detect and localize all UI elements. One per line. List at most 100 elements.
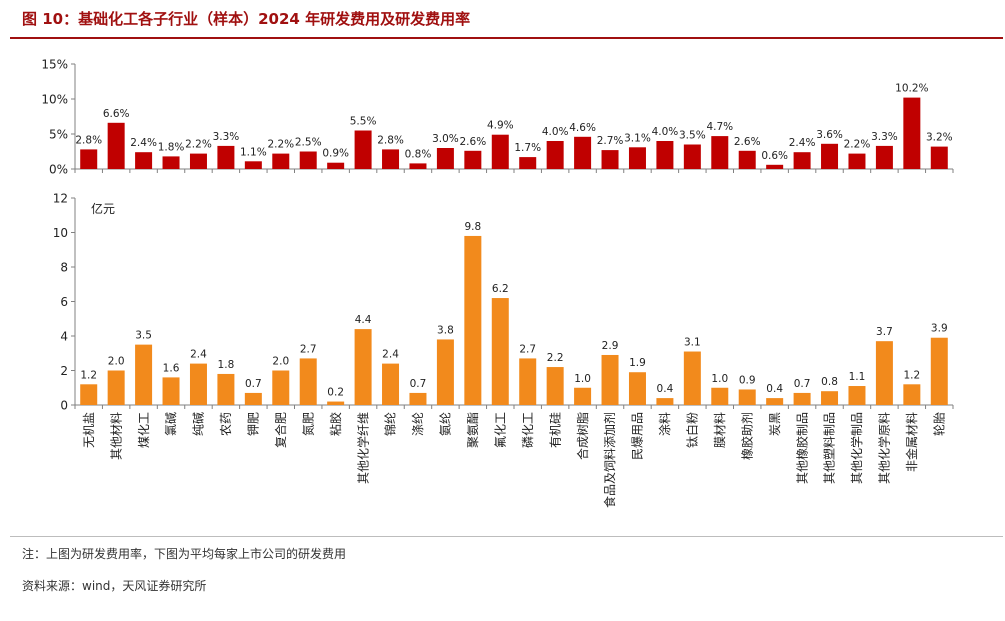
source-note: 资料来源：wind，天风证券研究所 xyxy=(22,579,207,593)
data-label: 3.3% xyxy=(213,131,240,143)
data-label: 0.2 xyxy=(327,387,344,399)
y-tick-label: 12 xyxy=(53,192,68,206)
data-label: 3.9 xyxy=(931,323,948,335)
data-label: 2.7% xyxy=(597,135,624,147)
bar xyxy=(766,398,784,405)
category-label: 粘胶 xyxy=(328,412,343,436)
bar xyxy=(766,164,784,169)
y-tick-label: 15% xyxy=(41,58,68,72)
data-label: 2.8% xyxy=(377,134,404,146)
y-tick-label: 10 xyxy=(53,226,68,240)
bar xyxy=(354,130,372,169)
data-label: 4.9% xyxy=(487,120,514,132)
bar xyxy=(628,147,646,169)
bar xyxy=(382,149,400,169)
category-label: 无机盐 xyxy=(82,412,96,448)
bar xyxy=(327,401,345,405)
data-label: 2.7 xyxy=(519,343,536,355)
data-label: 2.7 xyxy=(300,343,317,355)
data-label: 2.6% xyxy=(460,136,487,148)
bar xyxy=(821,143,839,169)
bar xyxy=(793,152,811,169)
data-label: 9.8 xyxy=(464,221,481,233)
data-label: 1.6 xyxy=(163,362,180,374)
category-label: 氮肥 xyxy=(300,412,315,436)
bar xyxy=(135,344,153,405)
data-label: 0.8% xyxy=(405,148,432,160)
footer-divider xyxy=(10,536,1003,537)
bar xyxy=(80,149,98,169)
bar xyxy=(244,392,262,405)
bar xyxy=(711,387,729,405)
bar xyxy=(546,367,564,405)
category-label: 其他化学纤维 xyxy=(355,412,370,484)
data-label: 1.1 xyxy=(849,371,866,383)
data-label: 0.7 xyxy=(410,378,427,390)
bar xyxy=(574,136,592,169)
bar xyxy=(409,163,427,169)
data-label: 2.4% xyxy=(789,137,816,149)
data-label: 2.2% xyxy=(844,139,871,151)
category-label: 轮胎 xyxy=(932,412,946,436)
category-label: 煤化工 xyxy=(137,412,151,448)
category-label: 有机硅 xyxy=(548,412,562,448)
category-label: 其他橡胶制品 xyxy=(794,412,809,484)
bar xyxy=(354,329,372,405)
category-label: 磷化工 xyxy=(520,412,535,448)
bar xyxy=(656,141,674,169)
category-label: 合成树脂 xyxy=(575,412,590,460)
category-label: 涂料 xyxy=(657,412,672,436)
y-tick-label: 4 xyxy=(60,330,68,344)
bar xyxy=(80,384,98,405)
data-label: 0.9% xyxy=(322,148,349,160)
bar xyxy=(436,148,454,169)
bar xyxy=(738,389,756,405)
data-label: 4.0% xyxy=(652,126,679,138)
category-label: 氯碱 xyxy=(164,412,178,436)
category-label: 膜材料 xyxy=(713,412,727,448)
bar xyxy=(162,377,180,405)
bar xyxy=(135,152,153,169)
data-label: 3.1 xyxy=(684,337,701,349)
bar xyxy=(464,150,482,169)
data-label: 1.8% xyxy=(158,141,185,153)
category-label: 锦纶 xyxy=(384,412,398,436)
data-label: 5.5% xyxy=(350,116,377,128)
rate-chart: 0%5%10%15%2.8%6.6%2.4% 1.8% 2.2%3.3%1.1%2.… xyxy=(41,58,954,177)
bar xyxy=(628,372,646,405)
data-label: 0.4 xyxy=(657,383,674,395)
bar xyxy=(683,144,701,169)
category-label: 复合肥 xyxy=(273,412,288,448)
data-label: 0.7 xyxy=(794,378,811,390)
data-label: 2.6% xyxy=(734,136,761,148)
data-label: 1.2 xyxy=(903,369,920,381)
data-label: 3.5 xyxy=(135,330,152,342)
bar xyxy=(464,235,482,405)
category-label: 炭黑 xyxy=(768,412,782,436)
bar xyxy=(601,354,619,405)
data-label: 2.2% xyxy=(185,139,212,151)
data-label: 6.6% xyxy=(103,108,130,120)
category-label: 钛白粉 xyxy=(685,412,700,448)
category-label: 钾肥 xyxy=(247,412,261,436)
data-label: 4.4 xyxy=(355,314,372,326)
bar xyxy=(189,153,207,169)
category-label: 其他化学制品 xyxy=(849,412,864,484)
chart-note: 注：上图为研发费用率，下图为平均每家上市公司的研发费用 xyxy=(22,547,347,561)
category-label: 氨纶 xyxy=(439,412,453,436)
data-label: 1.0 xyxy=(574,373,591,385)
expense-chart: 0 2 4 6 8 10 12 亿元 1.2 2.0 3.5 1.6 2.4 1.8 0.7 2.0 2.7 0.… xyxy=(53,192,954,508)
data-label: 0.8 xyxy=(821,376,838,388)
data-label: 3.2% xyxy=(926,132,953,144)
bar xyxy=(327,162,345,169)
category-label: 聚氨酯 xyxy=(466,412,480,448)
category-label: 民爆用品 xyxy=(631,412,645,460)
bar xyxy=(272,153,290,169)
data-label: 3.0% xyxy=(432,133,459,145)
data-label: 2.4% xyxy=(130,137,157,149)
bar xyxy=(848,153,866,169)
bar xyxy=(107,370,125,405)
bar xyxy=(217,145,235,169)
category-label: 农药 xyxy=(219,412,233,436)
data-label: 2.2% xyxy=(267,139,294,151)
